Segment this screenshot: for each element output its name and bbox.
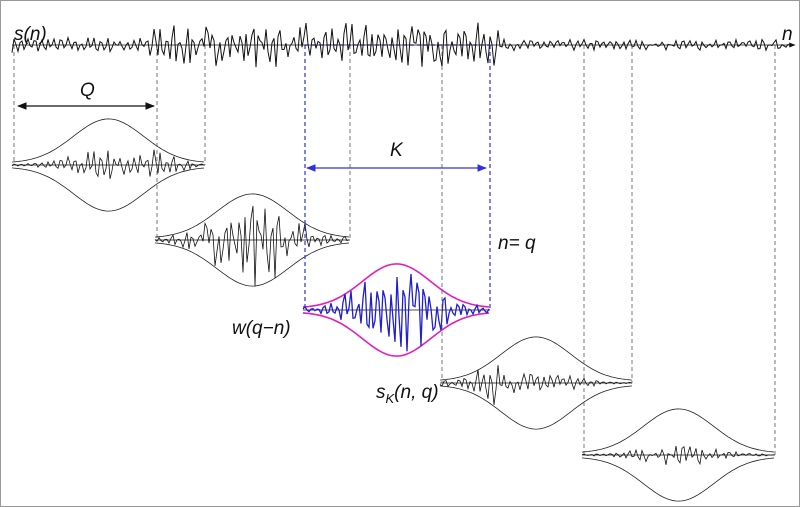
windowed-label: sK(n, q) (376, 382, 439, 406)
diagram: s(n) n Q K n= q w(q−n) sK(n, q) (0, 0, 800, 507)
window-label: w(q−n) (232, 318, 291, 339)
position-label: n= q (498, 233, 536, 254)
q-label: Q (80, 80, 95, 101)
windowed-base: s (376, 382, 386, 403)
signal-label: s(n) (14, 24, 47, 45)
k-label: K (390, 140, 404, 161)
frame (1, 1, 800, 507)
windowed-arg: (n, q) (394, 382, 438, 403)
axis-label: n (782, 24, 793, 45)
